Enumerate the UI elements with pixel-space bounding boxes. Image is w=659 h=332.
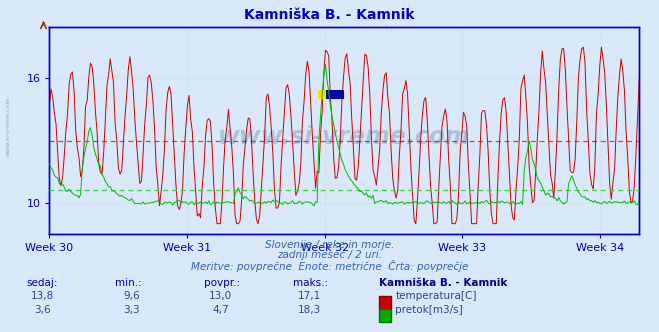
Text: 3,6: 3,6 (34, 305, 51, 315)
Text: povpr.:: povpr.: (204, 278, 241, 288)
Text: zadnji mesec / 2 uri.: zadnji mesec / 2 uri. (277, 250, 382, 260)
Text: pretok[m3/s]: pretok[m3/s] (395, 305, 463, 315)
Text: Kamniška B. - Kamnik: Kamniška B. - Kamnik (379, 278, 507, 288)
Text: 4,7: 4,7 (212, 305, 229, 315)
Text: Kamniška B. - Kamnik: Kamniška B. - Kamnik (244, 8, 415, 22)
Text: min.:: min.: (115, 278, 142, 288)
Text: 17,1: 17,1 (298, 291, 322, 301)
Text: 13,8: 13,8 (31, 291, 55, 301)
Text: maks.:: maks.: (293, 278, 328, 288)
Text: Meritve: povprečne  Enote: metrične  Črta: povprečje: Meritve: povprečne Enote: metrične Črta:… (191, 260, 468, 272)
Text: 18,3: 18,3 (298, 305, 322, 315)
Text: 13,0: 13,0 (209, 291, 233, 301)
Text: www.si-vreme.com: www.si-vreme.com (218, 124, 471, 148)
FancyBboxPatch shape (326, 90, 345, 99)
Text: sedaj:: sedaj: (26, 278, 58, 288)
Text: temperatura[C]: temperatura[C] (395, 291, 477, 301)
Text: www.si-vreme.com: www.si-vreme.com (5, 96, 11, 156)
FancyBboxPatch shape (318, 90, 336, 99)
Text: Slovenija / reke in morje.: Slovenija / reke in morje. (265, 240, 394, 250)
Text: 9,6: 9,6 (123, 291, 140, 301)
Text: 3,3: 3,3 (123, 305, 140, 315)
